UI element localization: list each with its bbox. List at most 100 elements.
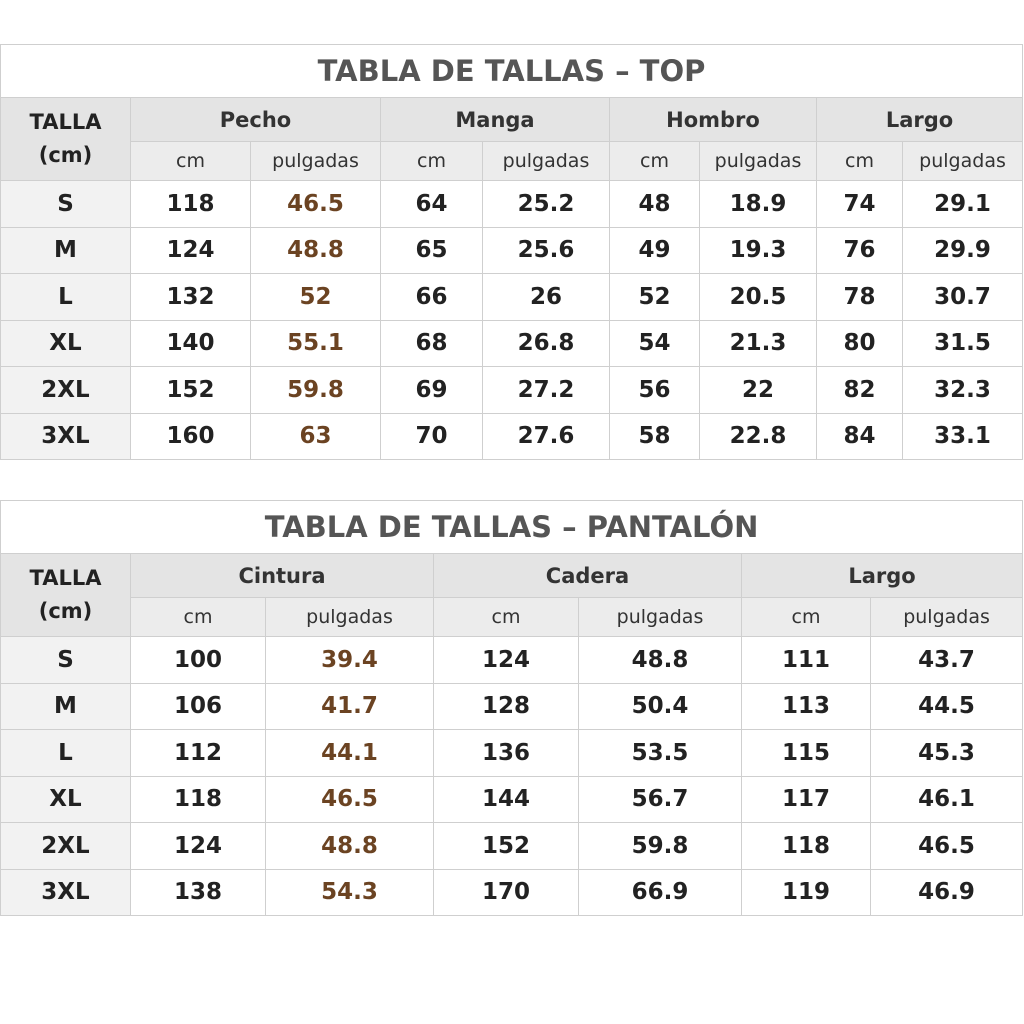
value-cell: 22 <box>699 366 817 414</box>
value-cell: 118 <box>130 180 251 228</box>
value-cell: 56 <box>609 366 700 414</box>
value-cell: 132 <box>130 273 251 321</box>
size-header-line: (cm) <box>38 599 93 623</box>
value-cell: 29.1 <box>901 180 1024 228</box>
unit-header: cm <box>741 597 871 637</box>
value-cell: 48.8 <box>250 226 381 274</box>
value-cell: 144 <box>433 775 579 823</box>
value-cell: 32.3 <box>901 366 1024 414</box>
value-cell: 118 <box>130 775 266 823</box>
value-cell: 46.1 <box>869 775 1024 823</box>
size-header: TALLA (cm) <box>0 553 131 637</box>
value-cell: 25.6 <box>482 226 610 274</box>
value-cell: 58 <box>609 412 700 460</box>
size-cell: 3XL <box>0 412 131 460</box>
value-cell: 140 <box>130 319 251 367</box>
value-cell: 106 <box>130 682 266 730</box>
value-cell: 26.8 <box>482 319 610 367</box>
value-cell: 54.3 <box>265 868 434 916</box>
data-row: XL 118 46.5 144 56.7 117 46.1 <box>0 775 1024 823</box>
unit-header: cm <box>130 597 266 637</box>
size-header-line: (cm) <box>38 143 93 167</box>
value-cell: 27.2 <box>482 366 610 414</box>
group-header: Largo <box>815 97 1024 142</box>
value-cell: 21.3 <box>699 319 817 367</box>
value-cell: 39.4 <box>265 636 434 684</box>
data-row: S 100 39.4 124 48.8 111 43.7 <box>0 636 1024 684</box>
data-row: L 132 52 66 26 52 20.5 78 30.7 <box>0 273 1024 321</box>
value-cell: 70 <box>380 412 483 460</box>
value-cell: 111 <box>741 636 871 684</box>
value-cell: 152 <box>433 822 579 870</box>
top-size-table: TABLA DE TALLAS – TOP TALLA (cm) Pecho Manga… <box>0 44 1024 460</box>
size-header-line: TALLA <box>29 566 102 590</box>
data-row: 2XL 152 59.8 69 27.2 56 22 82 32.3 <box>0 366 1024 414</box>
value-cell: 26 <box>482 273 610 321</box>
value-cell: 152 <box>130 366 251 414</box>
size-cell: S <box>0 180 131 228</box>
value-cell: 138 <box>130 868 266 916</box>
value-cell: 63 <box>250 412 381 460</box>
value-cell: 66 <box>380 273 483 321</box>
value-cell: 117 <box>741 775 871 823</box>
value-cell: 44.1 <box>265 729 434 777</box>
data-row: XL 140 55.1 68 26.8 54 21.3 80 31.5 <box>0 319 1024 367</box>
value-cell: 170 <box>433 868 579 916</box>
value-cell: 30.7 <box>901 273 1024 321</box>
value-cell: 56.7 <box>578 775 742 823</box>
value-cell: 124 <box>433 636 579 684</box>
value-cell: 68 <box>380 319 483 367</box>
unit-header-row: cm pulgadas cm pulgadas cm pulgadas <box>1 597 1024 637</box>
unit-header: pulgadas <box>699 141 817 181</box>
value-cell: 69 <box>380 366 483 414</box>
group-header: Cintura <box>130 553 434 598</box>
value-cell: 76 <box>816 226 903 274</box>
data-row: 3XL 160 63 70 27.6 58 22.8 84 33.1 <box>0 412 1024 460</box>
value-cell: 44.5 <box>869 682 1024 730</box>
value-cell: 20.5 <box>699 273 817 321</box>
table-title: TABLA DE TALLAS – TOP <box>0 44 1024 98</box>
unit-header: cm <box>130 141 251 181</box>
pants-size-table: TABLA DE TALLAS – PANTALÓN TALLA (cm) Cintu… <box>0 500 1024 916</box>
data-row: M 106 41.7 128 50.4 113 44.5 <box>0 682 1024 730</box>
value-cell: 128 <box>433 682 579 730</box>
value-cell: 66.9 <box>578 868 742 916</box>
size-header: TALLA (cm) <box>0 97 131 181</box>
value-cell: 46.5 <box>869 822 1024 870</box>
size-table: TABLA DE TALLAS – PANTALÓN TALLA (cm) Cintu… <box>0 500 1024 916</box>
group-header: Hombro <box>609 97 817 142</box>
value-cell: 112 <box>130 729 266 777</box>
unit-header: cm <box>380 141 483 181</box>
value-cell: 18.9 <box>699 180 817 228</box>
unit-header: pulgadas <box>869 597 1024 637</box>
value-cell: 59.8 <box>250 366 381 414</box>
value-cell: 115 <box>741 729 871 777</box>
size-cell: S <box>0 636 131 684</box>
value-cell: 25.2 <box>482 180 610 228</box>
unit-header: cm <box>609 141 700 181</box>
value-cell: 46.9 <box>869 868 1024 916</box>
size-cell: XL <box>0 775 131 823</box>
unit-header: pulgadas <box>265 597 434 637</box>
value-cell: 124 <box>130 226 251 274</box>
value-cell: 29.9 <box>901 226 1024 274</box>
value-cell: 78 <box>816 273 903 321</box>
unit-header: pulgadas <box>250 141 381 181</box>
value-cell: 48.8 <box>578 636 742 684</box>
title-row: TABLA DE TALLAS – TOP <box>0 44 1024 98</box>
value-cell: 22.8 <box>699 412 817 460</box>
group-header-row: TALLA (cm) Pecho Manga Hombro Largo <box>0 97 1024 181</box>
value-cell: 27.6 <box>482 412 610 460</box>
value-cell: 118 <box>741 822 871 870</box>
value-cell: 100 <box>130 636 266 684</box>
group-header: Pecho <box>130 97 381 142</box>
size-cell: M <box>0 226 131 274</box>
group-header: Cadera <box>433 553 742 598</box>
size-cell: 3XL <box>0 868 131 916</box>
size-cell: M <box>0 682 131 730</box>
value-cell: 80 <box>816 319 903 367</box>
value-cell: 43.7 <box>869 636 1024 684</box>
value-cell: 59.8 <box>578 822 742 870</box>
unit-header: pulgadas <box>482 141 610 181</box>
unit-header: pulgadas <box>901 141 1024 181</box>
